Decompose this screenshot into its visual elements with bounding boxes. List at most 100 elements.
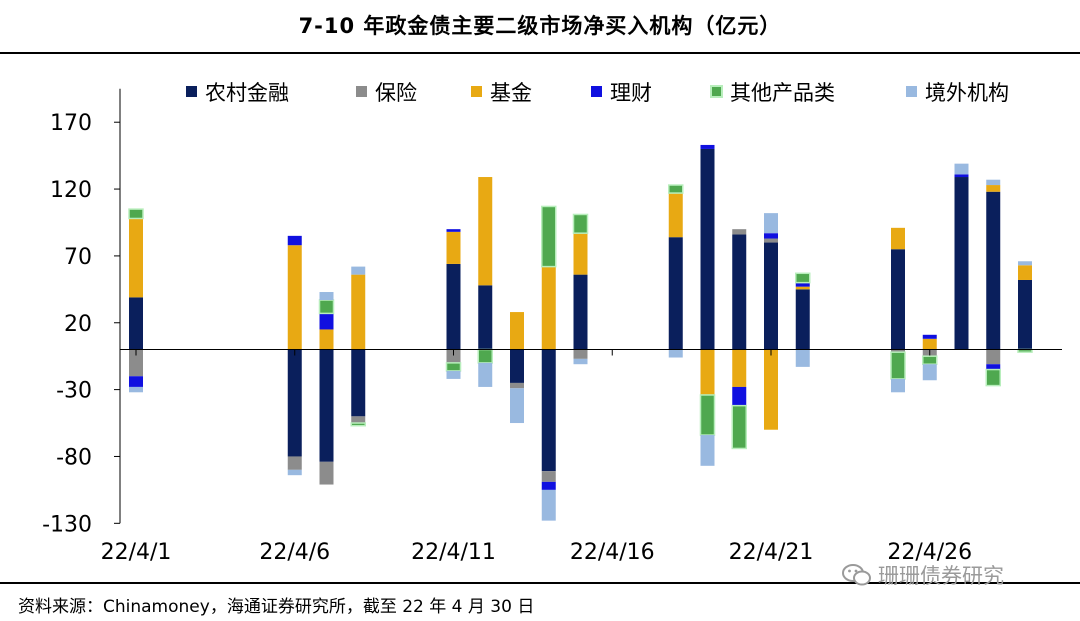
legend-swatch [906, 86, 917, 97]
bar-segment [795, 272, 811, 284]
bar-segment [732, 229, 747, 235]
chart-title: 7-10 年政金债主要二级市场净买入机构（亿元） [298, 14, 782, 38]
bar-segment [510, 349, 524, 383]
legend-label: 保险 [375, 81, 417, 105]
bar-segment [922, 338, 937, 350]
watermark-text: 珊珊债券研究 [878, 564, 1004, 588]
bar-segment [350, 422, 366, 427]
bar-segment [922, 364, 937, 381]
bar-segment [1018, 261, 1032, 266]
bar-segment [668, 237, 683, 350]
legend-swatch [186, 86, 197, 97]
bar-segment [1018, 265, 1032, 280]
bar-segment [795, 349, 810, 367]
bar-segment [129, 218, 143, 298]
x-tick-label: 22/4/6 [259, 540, 330, 565]
bar-segment [287, 456, 302, 470]
y-tick-label: 70 [64, 245, 92, 270]
wechat-icon [842, 564, 871, 586]
bar-segment [287, 469, 302, 476]
bar-segment [319, 292, 334, 301]
bar-segment [478, 177, 493, 286]
bar-segment [891, 249, 905, 350]
bar-segment [446, 231, 461, 264]
bar-segment [541, 471, 556, 482]
x-tick-label: 22/4/1 [101, 540, 172, 565]
bar-segment [129, 376, 143, 387]
bar-segment [510, 388, 524, 424]
legend-swatch [710, 85, 723, 98]
bar-segment [541, 349, 556, 472]
source-note: 资料来源：Chinamoney，海通证券研究所，截至 22 年 4 月 30 日 [18, 597, 535, 617]
bar-segment [446, 370, 461, 379]
bar-segment [668, 184, 684, 194]
bar-segment [319, 461, 334, 485]
y-tick-label: -80 [56, 445, 92, 470]
x-axis: 22/4/1 22/4/6 22/4/11 22/4/16 22/4/21 22/4/26 [101, 349, 1062, 565]
bar-segment [954, 163, 969, 175]
bar-segment [446, 263, 461, 350]
footer-rule [0, 582, 1080, 584]
y-tick-label: 120 [50, 178, 92, 203]
y-tick-label: -30 [56, 379, 92, 404]
bar-segment [541, 205, 557, 268]
bar-segment [287, 235, 302, 246]
bar-segment [954, 177, 969, 350]
legend-item: 理财 [591, 81, 652, 105]
stacked-bar-chart: 农村金融 保险 基金 理财 其他产品类 境外机构 170 120 70 20 -30 -80 -130… [42, 81, 1062, 565]
legend-label: 境外机构 [925, 81, 1009, 105]
bar-segment [732, 386, 747, 406]
bar-segment [764, 349, 778, 430]
bar-segment [319, 329, 334, 350]
bar-segment [510, 312, 524, 350]
legend-item: 其他产品类 [710, 81, 835, 105]
bar-segment [477, 348, 493, 364]
bar-segment [541, 481, 556, 490]
bar-segment [129, 386, 143, 393]
bar-segment [351, 274, 366, 350]
bar-segment [986, 191, 1001, 350]
bar-segment [890, 351, 906, 380]
bar-segment [922, 334, 937, 339]
bar-segment [128, 208, 144, 220]
bar-segment [351, 416, 366, 424]
bar-segment [764, 233, 778, 239]
bar-segment [732, 234, 747, 350]
legend-swatch [471, 86, 482, 97]
bar-segment [510, 382, 524, 389]
legend-item: 农村金融 [186, 81, 289, 105]
bar-segment [795, 282, 810, 287]
bar-segment [478, 285, 493, 350]
legend-label: 农村金融 [205, 81, 289, 105]
bar-segment [572, 213, 589, 234]
bar-segment [700, 349, 715, 395]
bar-segment [1018, 279, 1032, 350]
bar-segment [891, 378, 905, 393]
bar-segment [732, 349, 747, 387]
watermark: 珊珊债券研究 [842, 560, 1004, 590]
bar-segment [954, 174, 969, 178]
bar-segment [986, 185, 1001, 192]
bar-segment [129, 297, 143, 350]
x-tick-label: 22/4/21 [729, 540, 814, 565]
bar-segment [764, 242, 778, 350]
bar-segment [668, 193, 683, 238]
bar-segment [986, 179, 1001, 186]
bar-segment [573, 274, 588, 350]
bars [128, 144, 1033, 521]
bar-segment [700, 435, 715, 466]
bar-segment [891, 349, 905, 353]
bar-segment [318, 299, 335, 315]
y-tick-label: 20 [64, 312, 92, 337]
bar-segment [668, 349, 683, 358]
legend-label: 理财 [610, 81, 652, 105]
legend: 农村金融 保险 基金 理财 其他产品类 境外机构 [186, 81, 1009, 105]
y-axis: 170 120 70 20 -30 -80 -130 [42, 88, 121, 537]
bar-segment [891, 227, 905, 250]
title-rule [0, 52, 1080, 54]
y-tick-label: 170 [50, 111, 92, 136]
bar-segment [573, 233, 588, 275]
bar-segment [764, 238, 778, 243]
legend-label: 基金 [490, 81, 532, 105]
legend-swatch [591, 86, 602, 97]
